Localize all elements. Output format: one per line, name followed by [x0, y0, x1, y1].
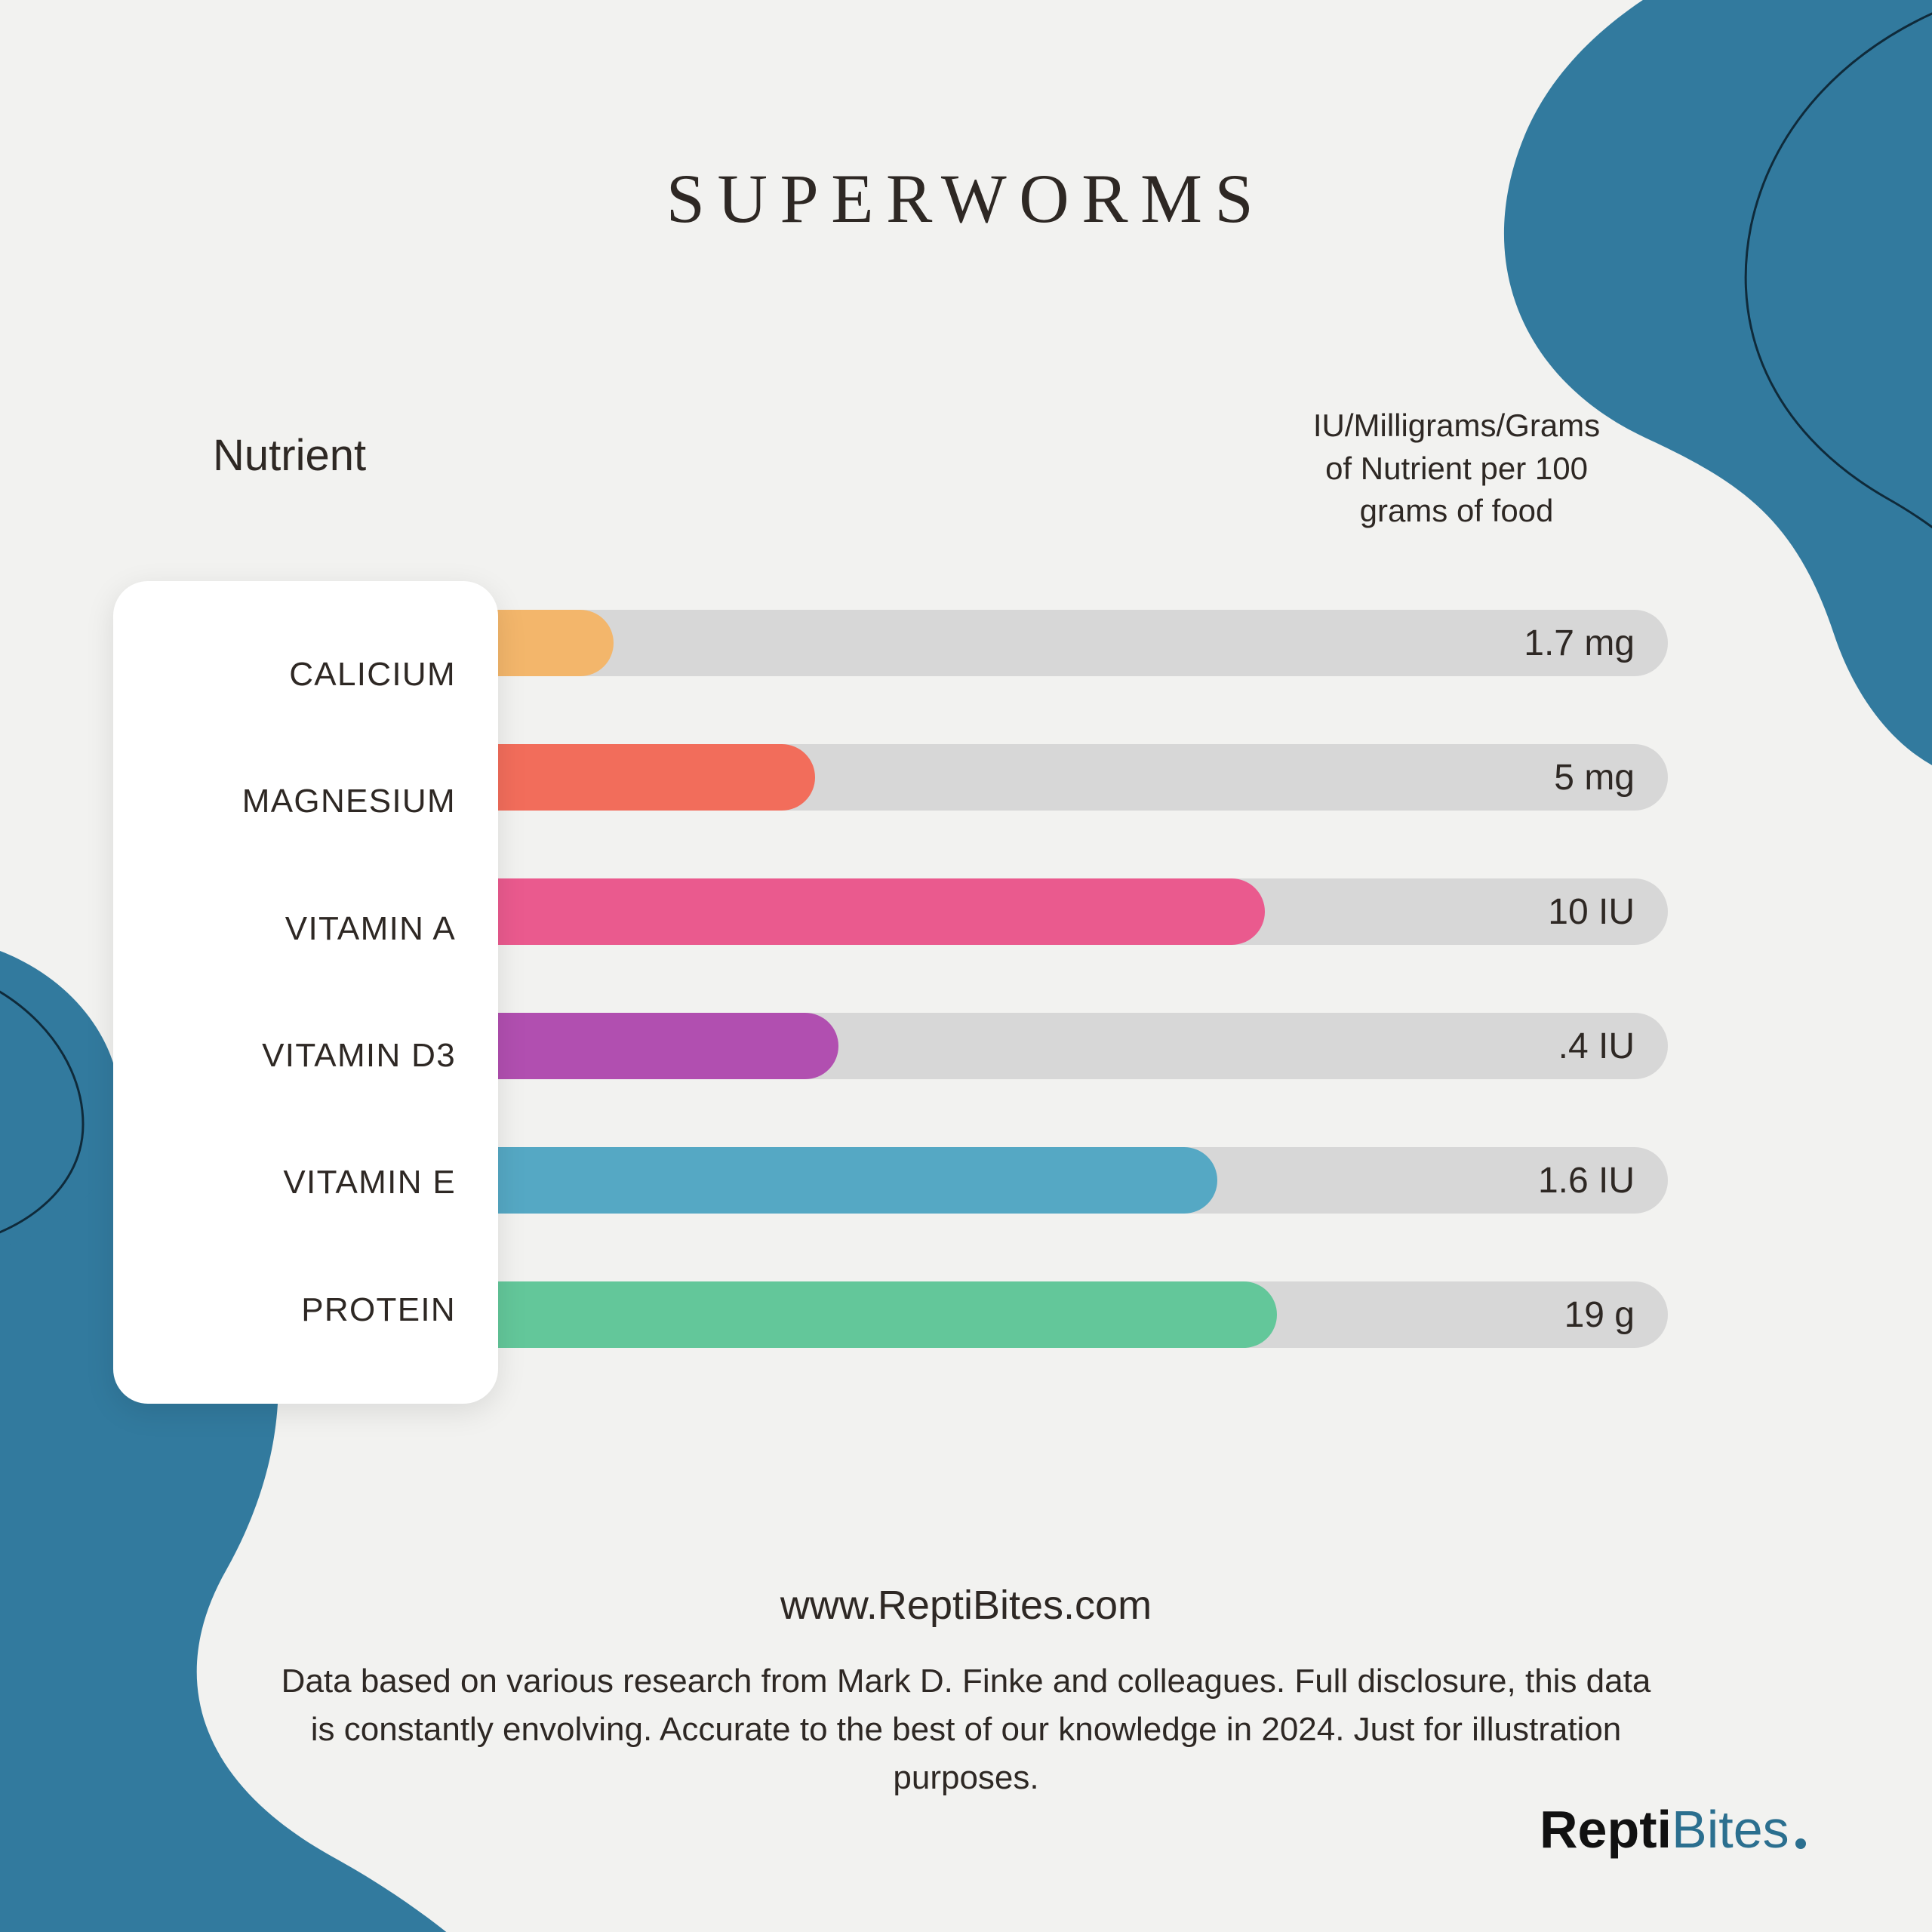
units-line-2: of Nutrient per 100	[1245, 448, 1668, 491]
units-column-header: IU/Milligrams/Grams of Nutrient per 100 …	[1245, 405, 1668, 533]
logo-bites: Bites	[1672, 1799, 1789, 1860]
nutrient-label: CALICIUM	[113, 656, 498, 694]
bar-fill	[483, 1281, 1277, 1348]
page-title: SUPERWORMS	[0, 158, 1932, 238]
bar-value: 10 IU	[1469, 878, 1635, 945]
bar-value: .4 IU	[1469, 1013, 1635, 1079]
bar-fill	[483, 610, 614, 676]
bar-value: 1.6 IU	[1469, 1147, 1635, 1214]
logo-dot-icon	[1795, 1838, 1806, 1849]
nutrient-label: VITAMIN D3	[113, 1037, 498, 1075]
nutrient-bar-row: 1.7 mg	[483, 610, 1668, 676]
nutrient-label: PROTEIN	[113, 1291, 498, 1329]
infographic-canvas: SUPERWORMS Nutrient IU/Milligrams/Grams …	[0, 0, 1932, 1932]
nutrient-bars: 1.7 mg 5 mg 10 IU .4 IU 1.6 IU 19 g	[483, 610, 1668, 1416]
nutrient-bar-row: 19 g	[483, 1281, 1668, 1348]
bar-value: 1.7 mg	[1469, 610, 1635, 676]
bar-fill	[483, 1013, 838, 1079]
nutrient-bar-row: 1.6 IU	[483, 1147, 1668, 1214]
bar-value: 5 mg	[1469, 744, 1635, 811]
footer-url: www.ReptiBites.com	[0, 1582, 1932, 1629]
brand-logo: ReptiBites	[1540, 1799, 1806, 1860]
bar-fill	[483, 744, 815, 811]
nutrient-bar-row: 10 IU	[483, 878, 1668, 945]
bar-fill	[483, 878, 1265, 945]
bar-fill	[483, 1147, 1217, 1214]
nutrient-bar-row: .4 IU	[483, 1013, 1668, 1079]
units-line-3: grams of food	[1245, 490, 1668, 533]
footer-disclaimer: Data based on various research from Mark…	[279, 1657, 1653, 1801]
units-line-1: IU/Milligrams/Grams	[1245, 405, 1668, 448]
nutrient-column-header: Nutrient	[213, 430, 366, 481]
bar-value: 19 g	[1469, 1281, 1635, 1348]
nutrient-label: MAGNESIUM	[113, 783, 498, 820]
logo-repti: Repti	[1540, 1799, 1672, 1860]
nutrient-bar-row: 5 mg	[483, 744, 1668, 811]
nutrient-label: VITAMIN A	[113, 910, 498, 948]
nutrient-label: VITAMIN E	[113, 1164, 498, 1201]
nutrient-label-card: CALICIUM MAGNESIUM VITAMIN A VITAMIN D3 VITA…	[113, 581, 498, 1404]
